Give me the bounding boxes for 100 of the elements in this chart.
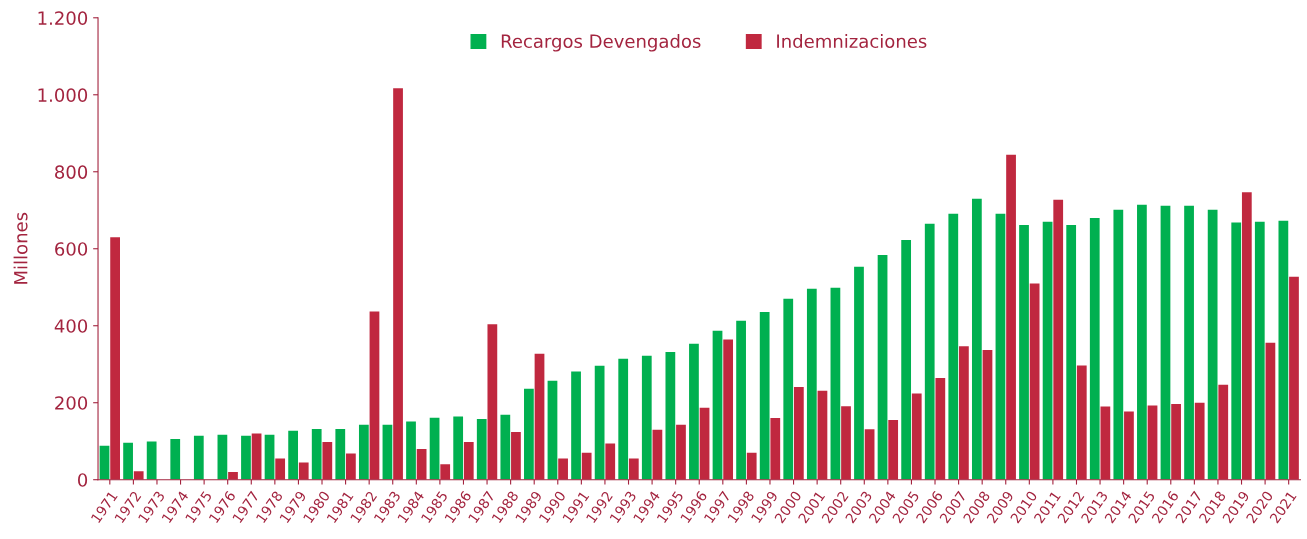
bar: [416, 448, 427, 480]
bar: [699, 407, 710, 480]
bar: [665, 351, 676, 480]
bar: [1254, 221, 1265, 480]
bar: [241, 435, 251, 480]
bar: [676, 424, 686, 480]
bar: [1160, 205, 1171, 480]
bar: [487, 324, 498, 480]
bar: [581, 452, 592, 480]
bar: [534, 353, 545, 480]
bar: [770, 418, 781, 480]
bar: [1137, 204, 1147, 480]
bar: [901, 239, 912, 480]
bar: [524, 388, 534, 480]
bar: [830, 287, 841, 480]
bar: [888, 420, 899, 480]
bar: [298, 462, 309, 480]
bar: [1218, 384, 1229, 480]
bar: [935, 378, 946, 480]
bar: [193, 435, 204, 480]
bar: [1113, 209, 1124, 480]
bar: [1231, 222, 1242, 480]
bar: [924, 223, 935, 480]
bar: [723, 339, 734, 480]
bar: [817, 390, 828, 480]
bar: [511, 431, 521, 480]
bar: [712, 330, 723, 480]
y-tick-label: 800: [55, 165, 88, 179]
bar: [133, 471, 144, 480]
bar: [440, 464, 451, 480]
bar: [123, 442, 133, 480]
bar: [463, 441, 474, 480]
bar: [170, 438, 181, 480]
bar: [1053, 199, 1064, 480]
bar: [793, 386, 804, 480]
bar: [841, 406, 851, 480]
bar: [547, 380, 558, 480]
bar: [476, 418, 487, 480]
bar: [1006, 154, 1016, 480]
y-axis-title: Millones: [13, 212, 28, 284]
bar: [311, 428, 322, 480]
bar: [1278, 220, 1289, 480]
bar: [1089, 217, 1100, 480]
bar: [453, 416, 464, 480]
y-tick-label: 0: [78, 473, 88, 487]
bar: [652, 429, 663, 480]
legend-label: Recargos Devengados: [501, 34, 701, 52]
bar: [335, 428, 346, 480]
bar: [1265, 342, 1276, 480]
bar: [382, 424, 393, 480]
bar: [995, 213, 1006, 480]
bar: [806, 288, 817, 480]
bar: [948, 213, 959, 480]
bar: [146, 441, 157, 480]
bar: [1207, 209, 1218, 480]
y-tick-label: 600: [55, 242, 88, 256]
bar: [99, 445, 110, 480]
bar: [594, 365, 605, 480]
bar: [346, 453, 356, 480]
bar: [1241, 192, 1252, 480]
bar: [618, 358, 629, 480]
bar: [1289, 276, 1299, 480]
bar: [982, 349, 993, 480]
bar: [864, 429, 875, 480]
bar: [369, 311, 380, 480]
bar: [571, 371, 581, 480]
bar: [877, 254, 888, 480]
bar: [1124, 411, 1134, 480]
bar: [264, 434, 275, 480]
bar: [322, 441, 333, 480]
bar: [1194, 402, 1205, 480]
bar: [558, 458, 568, 480]
bar: [251, 433, 262, 480]
bar: [406, 421, 416, 480]
bar: [358, 424, 369, 480]
bar: [288, 430, 299, 480]
bar: [393, 88, 403, 480]
bar: [110, 237, 120, 480]
bar: [689, 343, 699, 480]
bar: [783, 298, 794, 480]
bar: [429, 417, 440, 480]
bar: [1019, 224, 1029, 480]
bar: [1042, 221, 1053, 480]
y-tick-label: 200: [55, 396, 88, 410]
bar: [1147, 405, 1158, 480]
bar: [759, 311, 770, 480]
bar: [1029, 283, 1040, 480]
y-tick-label: 400: [54, 319, 88, 333]
bar: [959, 346, 969, 480]
bar: [628, 458, 639, 480]
y-tick-label: 1.200: [38, 11, 88, 25]
bar: [228, 472, 238, 480]
bar: [217, 434, 228, 480]
y-tick-label: 1.000: [38, 88, 88, 102]
bar: [854, 266, 864, 480]
bar: [1100, 406, 1111, 480]
legend-label: Indemnizaciones: [777, 34, 927, 49]
bar: [275, 458, 286, 480]
bar: [1076, 365, 1087, 480]
bar: [641, 355, 652, 480]
